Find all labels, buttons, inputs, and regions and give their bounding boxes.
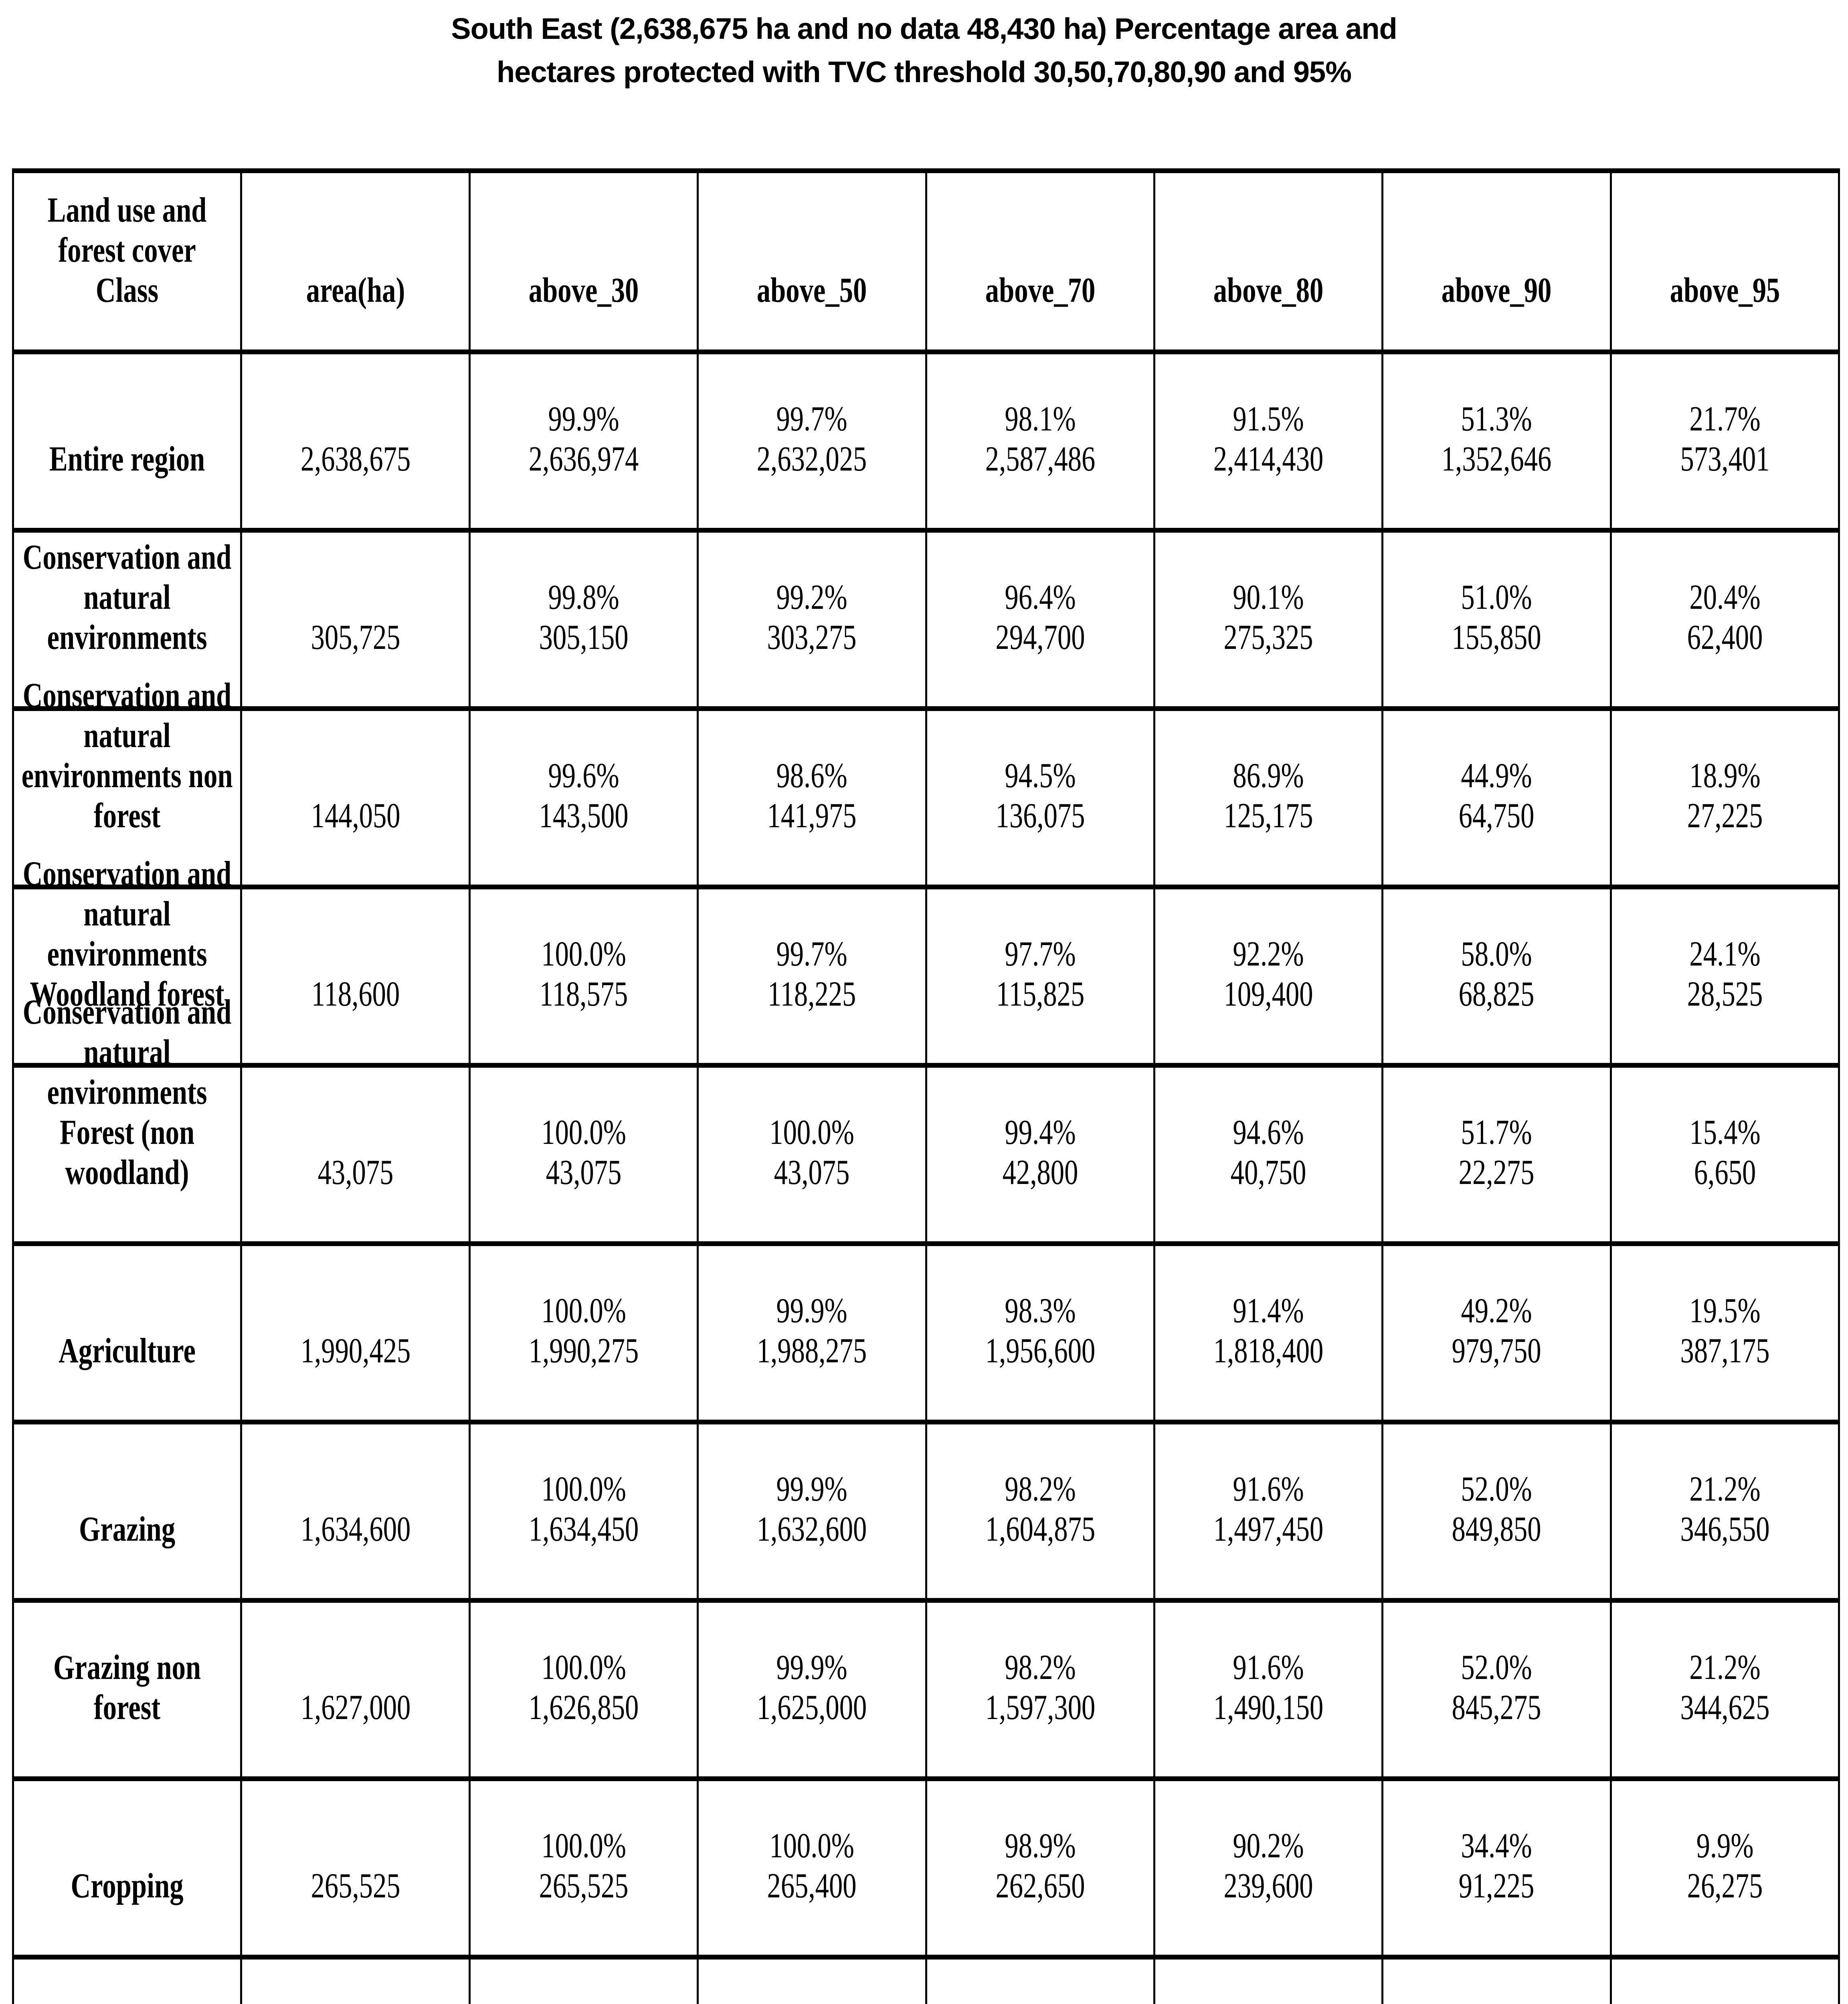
table-cell: 91.5% 2,414,430 bbox=[1155, 354, 1382, 528]
table-cell: 99.7% 118,225 bbox=[699, 889, 925, 1063]
table-cell: 98.9% 262,650 bbox=[927, 1781, 1153, 1955]
table-cell: 100.0% 1,626,850 bbox=[470, 1603, 697, 1776]
table-cell: 16.0% 14,175 bbox=[1611, 1960, 1838, 2004]
table-cell: 97.7% 115,825 bbox=[927, 889, 1153, 1063]
table-cell: 98.3% 1,956,600 bbox=[927, 1246, 1153, 1420]
table-cell: 9.9% 26,275 bbox=[1611, 1781, 1838, 1955]
header-cell-class: Land use and forest cover Class bbox=[14, 173, 241, 349]
table-cell: 94.5% 136,075 bbox=[927, 711, 1153, 885]
row-label-cell: Conservation and natural environments Wo… bbox=[14, 855, 241, 1063]
table-cell: 91.4% 1,818,400 bbox=[1155, 1246, 1382, 1420]
table-cell: 100.0% 265,400 bbox=[699, 1781, 925, 1955]
table-cell: 51.3% 1,352,646 bbox=[1383, 354, 1610, 528]
table-cell: 98.2% 1,597,300 bbox=[927, 1603, 1153, 1776]
table-cell: 99.9% 1,988,275 bbox=[699, 1246, 925, 1420]
table-cell: 51.7% 22,275 bbox=[1383, 1068, 1610, 1241]
table-cell: 100.0% 265,525 bbox=[470, 1781, 697, 1955]
table-cell: 99.6% 143,500 bbox=[470, 711, 697, 885]
row-label-cell: Conservation and natural environments no… bbox=[14, 676, 241, 885]
header-cell-above95: above_95 bbox=[1611, 173, 1838, 349]
header-cell-above90: above_90 bbox=[1383, 173, 1610, 349]
table-cell: 20.4% 62,400 bbox=[1611, 533, 1838, 706]
table-cell: 99.7% 2,632,025 bbox=[699, 354, 925, 528]
row-label-cell: Grazing non forest bbox=[14, 1603, 241, 1776]
table-cell: 90.3% 80,150 bbox=[1155, 1960, 1382, 2004]
table-cell: 21.2% 344,625 bbox=[1611, 1603, 1838, 1776]
table-cell: 98.6% 87,575 bbox=[927, 1960, 1153, 2004]
table-cell: 43.2% 38,325 bbox=[1383, 1960, 1610, 2004]
table-cell: 98.1% 2,587,486 bbox=[927, 354, 1153, 528]
row-label-cell: Entire region bbox=[14, 354, 241, 528]
table-cell: 99.2% 303,275 bbox=[699, 533, 925, 706]
table-cell: 100.0% 88,775 bbox=[470, 1960, 697, 2004]
table-cell: 305,725 bbox=[242, 533, 469, 706]
header-cell-above70: above_70 bbox=[927, 173, 1153, 349]
table-cell: 265,525 bbox=[242, 1781, 469, 1955]
table-cell: 52.0% 849,850 bbox=[1383, 1424, 1610, 1598]
header-cell-above30: above_30 bbox=[470, 173, 697, 349]
page-title-line1: South East (2,638,675 ha and no data 48,… bbox=[451, 12, 1397, 45]
table-cell: 51.0% 155,850 bbox=[1383, 533, 1610, 706]
table-cell: 18.9% 27,225 bbox=[1611, 711, 1838, 885]
table-cell: 100.0% 1,634,450 bbox=[470, 1424, 697, 1598]
table-cell: 24.1% 28,525 bbox=[1611, 889, 1838, 1063]
table-cell: 144,050 bbox=[242, 711, 469, 885]
table-cell: 98.6% 141,975 bbox=[699, 711, 925, 885]
table-cell: 91.6% 1,490,150 bbox=[1155, 1603, 1382, 1776]
table-cell: 21.7% 573,401 bbox=[1611, 354, 1838, 528]
header-cell-above50: above_50 bbox=[699, 173, 925, 349]
table-cell: 99.9% 2,636,974 bbox=[470, 354, 697, 528]
table-cell: 86.9% 125,175 bbox=[1155, 711, 1382, 885]
table-cell: 44.9% 64,750 bbox=[1383, 711, 1610, 885]
land-use-table: Land use and forest cover Class area(ha)… bbox=[12, 168, 1840, 2004]
table-cell: 1,627,000 bbox=[242, 1603, 469, 1776]
row-label-cell: Conservation and natural environments bbox=[14, 533, 241, 706]
table-cell: 1,990,425 bbox=[242, 1246, 469, 1420]
table-cell: 90.1% 275,325 bbox=[1155, 533, 1382, 706]
table-cell: 43,075 bbox=[242, 1068, 469, 1241]
table-cell: 100.0% 1,990,275 bbox=[470, 1246, 697, 1420]
page-title-line2: hectares protected with TVC threshold 30… bbox=[496, 55, 1352, 89]
row-label-cell: Irrigation bbox=[14, 1960, 241, 2004]
table-cell: 19.5% 387,175 bbox=[1611, 1246, 1838, 1420]
table-cell: 52.0% 845,275 bbox=[1383, 1603, 1610, 1776]
table-cell: 100.0% 118,575 bbox=[470, 889, 697, 1063]
table-cell: 100.0% 88,750 bbox=[699, 1960, 925, 2004]
row-label-cell: Agriculture bbox=[14, 1246, 241, 1420]
table-cell: 1,634,600 bbox=[242, 1424, 469, 1598]
table-cell: 49.2% 979,750 bbox=[1383, 1246, 1610, 1420]
table-cell: 99.4% 42,800 bbox=[927, 1068, 1153, 1241]
table-cell: 91.6% 1,497,450 bbox=[1155, 1424, 1382, 1598]
table-cell: 99.9% 1,632,600 bbox=[699, 1424, 925, 1598]
table-cell: 58.0% 68,825 bbox=[1383, 889, 1610, 1063]
table-cell: 99.9% 1,625,000 bbox=[699, 1603, 925, 1776]
table-cell: 94.6% 40,750 bbox=[1155, 1068, 1382, 1241]
table-cell: 118,600 bbox=[242, 889, 469, 1063]
table-cell: 34.4% 91,225 bbox=[1383, 1781, 1610, 1955]
table-cell: 88,775 bbox=[242, 1960, 469, 2004]
table-cell: 99.8% 305,150 bbox=[470, 533, 697, 706]
table-cell: 21.2% 346,550 bbox=[1611, 1424, 1838, 1598]
table-cell: 90.2% 239,600 bbox=[1155, 1781, 1382, 1955]
table-cell: 15.4% 6,650 bbox=[1611, 1068, 1838, 1241]
header-cell-area: area(ha) bbox=[242, 173, 469, 349]
table-cell: 92.2% 109,400 bbox=[1155, 889, 1382, 1063]
table-cell: 100.0% 43,075 bbox=[470, 1068, 697, 1241]
row-label-cell: Grazing bbox=[14, 1424, 241, 1598]
header-cell-above80: above_80 bbox=[1155, 173, 1382, 349]
row-label-cell: Cropping bbox=[14, 1781, 241, 1955]
table-cell: 96.4% 294,700 bbox=[927, 533, 1153, 706]
table-cell: 98.2% 1,604,875 bbox=[927, 1424, 1153, 1598]
page-title: South East (2,638,675 ha and no data 48,… bbox=[0, 7, 1848, 94]
row-label-cell: Conservation and natural environments Fo… bbox=[14, 993, 241, 1241]
table-cell: 2,638,675 bbox=[242, 354, 469, 528]
table-cell: 100.0% 43,075 bbox=[699, 1068, 925, 1241]
